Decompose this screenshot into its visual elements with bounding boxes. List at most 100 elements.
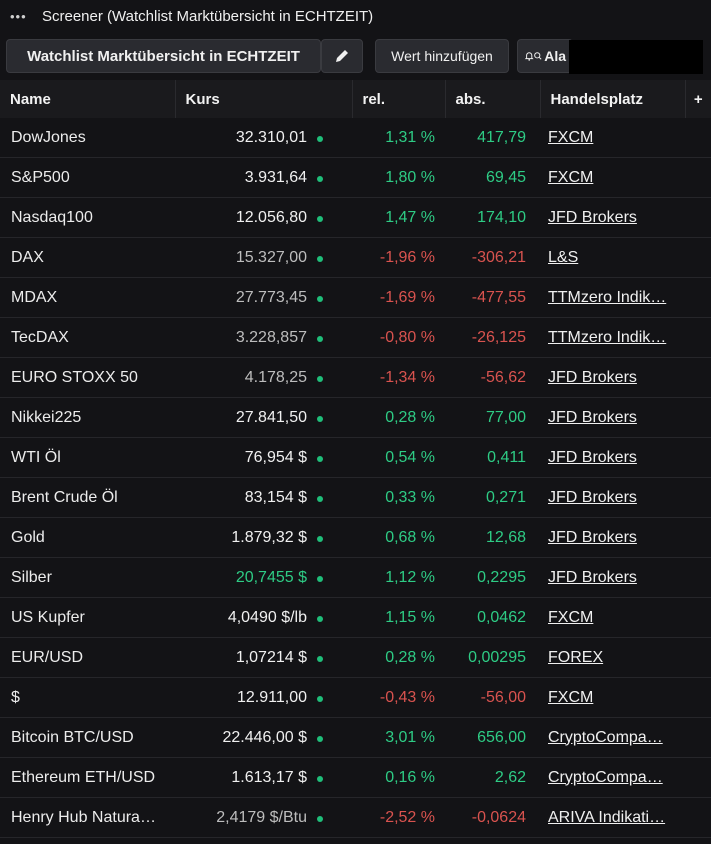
live-indicator: [317, 118, 352, 158]
instrument-name[interactable]: Bitcoin BTC/USD: [0, 717, 175, 758]
instrument-name[interactable]: Brent Crude Öl: [0, 477, 175, 518]
instrument-name[interactable]: DAX: [0, 237, 175, 278]
table-row[interactable]: DowJones 32.310,01 1,31 % 417,79 FXCM: [0, 118, 711, 158]
instrument-name[interactable]: Henry Hub Natura…: [0, 797, 175, 838]
trading-venue-link[interactable]: JFD Brokers: [548, 408, 637, 426]
live-indicator: [317, 317, 352, 358]
search-icon: [534, 52, 542, 60]
table-row[interactable]: Silber 20,7455 $ 1,12 % 0,2295 JFD Brokers: [0, 557, 711, 598]
instrument-name[interactable]: TecDAX: [0, 317, 175, 358]
instrument-name[interactable]: DowJones: [0, 118, 175, 158]
instrument-name[interactable]: WTI Öl: [0, 437, 175, 478]
table-row[interactable]: DAX 15.327,00 -1,96 % -306,21 L&S: [0, 237, 711, 278]
instrument-name[interactable]: MDAX: [0, 277, 175, 318]
trading-venue-link[interactable]: FOREX: [548, 648, 604, 666]
instrument-name[interactable]: US Kupfer: [0, 597, 175, 638]
absolute-change: 656,00: [445, 717, 540, 758]
absolute-change: -56,62: [445, 357, 540, 398]
relative-change: -2,52 %: [352, 797, 445, 838]
live-dot-icon: [317, 735, 323, 742]
instrument-name[interactable]: Ethereum ETH/USD: [0, 757, 175, 798]
trading-venue-link[interactable]: TTMzero Indik…: [548, 328, 667, 346]
table-row[interactable]: US Kupfer 4,0490 $/lb 1,15 % 0,0462 FXCM: [0, 597, 711, 638]
trading-venue-link[interactable]: JFD Brokers: [548, 448, 637, 466]
live-dot-icon: [317, 575, 323, 582]
column-header-abs[interactable]: abs.: [445, 80, 541, 118]
relative-change: 1,47 %: [352, 197, 445, 238]
add-value-button[interactable]: Wert hinzufügen: [375, 39, 509, 73]
more-options-icon[interactable]: •••: [10, 8, 27, 24]
absolute-change: 0,2295: [445, 557, 540, 598]
instrument-name[interactable]: Silber: [0, 557, 175, 598]
table-row[interactable]: Ethereum ETH/USD 1.613,17 $ 0,16 % 2,62 Cryp…: [0, 757, 711, 798]
table-row[interactable]: S&P500 3.931,64 1,80 % 69,45 FXCM: [0, 157, 711, 198]
trading-venue-cell: FOREX: [540, 637, 711, 678]
instrument-name[interactable]: EUR/USD: [0, 637, 175, 678]
instrument-name[interactable]: Nikkei225: [0, 397, 175, 438]
table-row[interactable]: Brent Crude Öl 83,154 $ 0,33 % 0,271 JFD Bro…: [0, 477, 711, 518]
table-row[interactable]: EURO STOXX 50 4.178,25 -1,34 % -56,62 JFD Br…: [0, 357, 711, 398]
table-row[interactable]: Gold 1.879,32 $ 0,68 % 12,68 JFD Brokers: [0, 517, 711, 558]
table-row[interactable]: Nikkei225 27.841,50 0,28 % 77,00 JFD Brokers: [0, 397, 711, 438]
instrument-name[interactable]: $: [0, 677, 175, 718]
trading-venue-cell: JFD Brokers: [540, 197, 711, 238]
trading-venue-cell: TTMzero Indik…: [540, 317, 711, 358]
alarm-button[interactable]: Ala: [517, 39, 573, 73]
watchlist-select-button[interactable]: Watchlist Marktübersicht in ECHTZEIT: [6, 39, 321, 73]
live-dot-icon: [317, 655, 323, 662]
table-row[interactable]: WTI Öl 76,954 $ 0,54 % 0,411 JFD Brokers: [0, 437, 711, 478]
add-column-button[interactable]: +: [685, 80, 711, 118]
trading-venue-link[interactable]: ARIVA Indikati…: [548, 808, 666, 826]
column-header-kurs[interactable]: Kurs: [175, 80, 353, 118]
column-header-rel[interactable]: rel.: [352, 80, 446, 118]
trading-venue-link[interactable]: JFD Brokers: [548, 568, 637, 586]
instrument-name[interactable]: S&P500: [0, 157, 175, 198]
trading-venue-link[interactable]: FXCM: [548, 608, 594, 626]
live-indicator: [317, 477, 352, 518]
live-indicator: [317, 237, 352, 278]
price-value: 3.228,857: [175, 317, 317, 358]
trading-venue-link[interactable]: FXCM: [548, 168, 594, 186]
table-row[interactable]: TecDAX 3.228,857 -0,80 % -26,125 TTMzero Ind…: [0, 317, 711, 358]
relative-change: -0,80 %: [352, 317, 445, 358]
instrument-name[interactable]: Nasdaq100: [0, 197, 175, 238]
trading-venue-cell: JFD Brokers: [540, 477, 711, 518]
relative-change: 1,31 %: [352, 118, 445, 158]
window-title-bar: ••• Screener (Watchlist Marktübersicht i…: [0, 0, 711, 32]
live-dot-icon: [317, 495, 323, 502]
pencil-icon: [336, 50, 348, 62]
trading-venue-link[interactable]: FXCM: [548, 688, 594, 706]
live-dot-icon: [317, 695, 323, 702]
trading-venue-link[interactable]: JFD Brokers: [548, 368, 637, 386]
trading-venue-link[interactable]: TTMzero Indik…: [548, 288, 667, 306]
column-header-name[interactable]: Name: [0, 80, 176, 118]
price-value: 3.931,64: [175, 157, 317, 198]
trading-venue-link[interactable]: JFD Brokers: [548, 488, 637, 506]
trading-venue-link[interactable]: JFD Brokers: [548, 208, 637, 226]
instrument-name[interactable]: EURO STOXX 50: [0, 357, 175, 398]
edit-watchlist-button[interactable]: [321, 39, 363, 73]
column-header-handelsplatz[interactable]: Handelsplatz: [540, 80, 686, 118]
instrument-name[interactable]: Gold: [0, 517, 175, 558]
live-indicator: [317, 357, 352, 398]
table-row[interactable]: Henry Hub Natura… 2,4179 $/Btu -2,52 % -0,0…: [0, 797, 711, 838]
trading-venue-link[interactable]: L&S: [548, 248, 579, 266]
price-value: 1.879,32 $: [175, 517, 317, 558]
price-value: 27.841,50: [175, 397, 317, 438]
table-row[interactable]: $12.911,00 -0,43 % -56,00 FXCM: [0, 677, 711, 718]
absolute-change: 0,271: [445, 477, 540, 518]
table-row[interactable]: EUR/USD 1,07214 $ 0,28 % 0,00295 FOREX: [0, 637, 711, 678]
screener-table: Name Kurs rel. abs. Handelsplatz + DowJo…: [0, 80, 711, 838]
trading-venue-link[interactable]: CryptoCompa…: [548, 728, 663, 746]
table-row[interactable]: MDAX 27.773,45 -1,69 % -477,55 TTMzero Indik…: [0, 277, 711, 318]
live-indicator: [317, 277, 352, 318]
table-row[interactable]: Nasdaq100 12.056,80 1,47 % 174,10 JFD Broker…: [0, 197, 711, 238]
table-row[interactable]: Bitcoin BTC/USD 22.446,00 $ 3,01 % 656,00 Cr…: [0, 717, 711, 758]
trading-venue-link[interactable]: FXCM: [548, 128, 594, 146]
price-value: 1,07214 $: [175, 637, 317, 678]
trading-venue-link[interactable]: JFD Brokers: [548, 528, 637, 546]
live-indicator: [317, 677, 352, 718]
absolute-change: 417,79: [445, 118, 540, 158]
relative-change: 0,28 %: [352, 397, 445, 438]
trading-venue-link[interactable]: CryptoCompa…: [548, 768, 663, 786]
